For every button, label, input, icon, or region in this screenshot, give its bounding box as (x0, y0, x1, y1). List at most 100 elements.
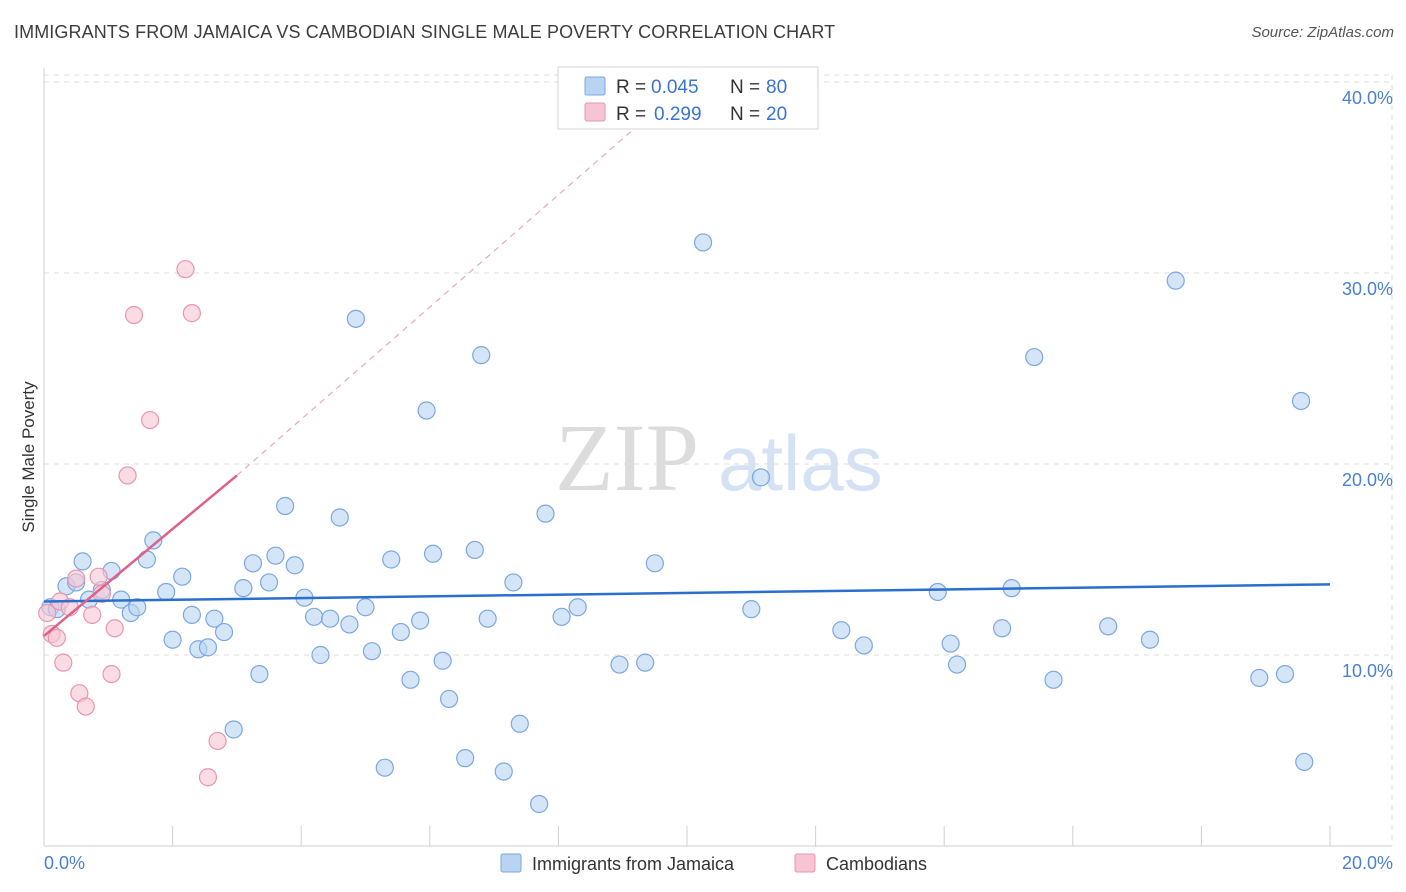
jamaica-point-26 (266, 546, 285, 565)
jamaica-point-64 (832, 621, 851, 640)
cambodians-point-20 (208, 731, 227, 751)
jamaica-point-77 (1275, 664, 1295, 684)
legend-r-label-jamaica: R = (616, 77, 646, 98)
jamaica-point-44 (423, 544, 443, 563)
cambodians-point-13 (105, 619, 124, 638)
jamaica-point-31 (311, 645, 330, 665)
watermark: ZIP atlas (555, 404, 883, 511)
cambodians-point-15 (124, 305, 144, 325)
jamaica-point-22 (234, 579, 253, 598)
legend-r-value-cambodians: 0.299 (654, 104, 702, 125)
jamaica-point-46 (439, 689, 459, 709)
cambodians-point-12 (102, 664, 121, 684)
y-tick-label-40: 40.0% (1342, 88, 1393, 108)
jamaica-point-59 (636, 653, 655, 672)
jamaica-point-14 (163, 630, 182, 649)
jamaica-point-58 (610, 655, 629, 674)
jamaica-point-45 (433, 651, 452, 670)
jamaica-point-16 (182, 605, 201, 624)
x-tick-label-max: 20.0% (1342, 853, 1393, 873)
jamaica-point-71 (1025, 347, 1044, 367)
jamaica-point-10 (128, 598, 147, 617)
jamaica-point-37 (362, 642, 382, 661)
bottom-legend: Immigrants from Jamaica Cambodians (500, 853, 927, 874)
trend-lines (43, 110, 1331, 637)
jamaica-point-15 (173, 567, 192, 586)
jamaica-point-41 (401, 670, 420, 689)
series-jamaica-points (41, 233, 1314, 814)
jamaica-point-23 (243, 554, 263, 573)
jamaica-point-50 (478, 609, 497, 628)
jamaica-point-27 (276, 496, 295, 516)
jamaica-point-36 (356, 598, 375, 617)
jamaica-point-24 (250, 664, 269, 684)
y-tick-label-10: 10.0% (1342, 661, 1393, 681)
bottom-legend-swatch-cambodians (794, 853, 816, 873)
jamaica-point-69 (992, 619, 1012, 638)
jamaica-point-54 (530, 794, 549, 814)
jamaica-point-73 (1099, 617, 1118, 636)
y-axis-label: Single Male Poverty (19, 381, 38, 533)
jamaica-point-76 (1250, 668, 1269, 688)
legend-n-value-cambodians: 20 (766, 104, 787, 125)
legend-n-label-cambodians: N = (730, 104, 760, 125)
cambodians-point-14 (118, 466, 137, 485)
jamaica-point-53 (510, 714, 529, 733)
jamaica-point-40 (391, 622, 410, 642)
jamaica-point-72 (1044, 670, 1063, 689)
jamaica-point-61 (693, 233, 713, 252)
jamaica-point-49 (472, 346, 491, 365)
jamaica-point-18 (198, 638, 218, 657)
y-tick-label-30: 30.0% (1342, 279, 1393, 299)
legend-swatch-cambodians (584, 102, 606, 122)
grid (44, 74, 1393, 846)
jamaica-point-51 (494, 762, 513, 781)
jamaica-point-28 (285, 556, 304, 575)
jamaica-point-60 (645, 554, 664, 573)
cambodians-point-16 (140, 410, 160, 430)
legend-r-label-cambodians: R = (616, 104, 646, 125)
y-tick-label-20: 20.0% (1342, 470, 1393, 490)
legend-swatch-jamaica (584, 76, 606, 96)
cambodians-point-17 (176, 260, 195, 279)
jamaica-point-68 (947, 655, 967, 674)
trend-line-jamaica (43, 583, 1331, 603)
bottom-legend-swatch-jamaica (500, 853, 522, 873)
watermark-atlas: atlas (718, 419, 883, 507)
jamaica-point-39 (382, 550, 401, 569)
bottom-legend-label-cambodians: Cambodians (826, 854, 927, 874)
jamaica-point-35 (346, 309, 365, 328)
jamaica-point-19 (205, 609, 224, 628)
jamaica-point-52 (504, 573, 523, 592)
jamaica-point-48 (465, 540, 484, 560)
x-tick-label-min: 0.0% (44, 853, 85, 873)
legend-n-value-jamaica: 80 (766, 77, 787, 98)
jamaica-point-34 (340, 615, 359, 634)
jamaica-point-25 (259, 573, 279, 592)
jamaica-point-56 (552, 607, 571, 626)
jamaica-point-42 (411, 611, 430, 630)
jamaica-point-66 (928, 582, 947, 602)
jamaica-point-65 (854, 636, 873, 655)
bottom-legend-label-jamaica: Immigrants from Jamaica (532, 854, 735, 874)
jamaica-point-38 (375, 758, 394, 777)
jamaica-point-30 (304, 607, 324, 626)
jamaica-point-74 (1140, 630, 1160, 649)
cambodians-point-8 (76, 697, 95, 716)
jamaica-point-20 (214, 622, 234, 642)
cambodians-point-0 (38, 603, 57, 623)
jamaica-point-12 (144, 531, 163, 550)
watermark-zip: ZIP (555, 404, 699, 511)
jamaica-point-62 (742, 600, 761, 619)
jamaica-point-78 (1291, 391, 1311, 411)
jamaica-point-32 (321, 609, 340, 628)
legend-r-value-jamaica: 0.045 (651, 77, 699, 98)
jamaica-point-4 (73, 552, 92, 571)
cambodians-point-19 (198, 768, 218, 787)
axes (43, 68, 1392, 847)
jamaica-point-13 (157, 582, 176, 602)
cambodians-point-9 (83, 605, 102, 624)
tick-labels: 10.0% 20.0% 30.0% 40.0% 0.0% 20.0% (44, 88, 1393, 873)
jamaica-point-47 (456, 749, 475, 768)
